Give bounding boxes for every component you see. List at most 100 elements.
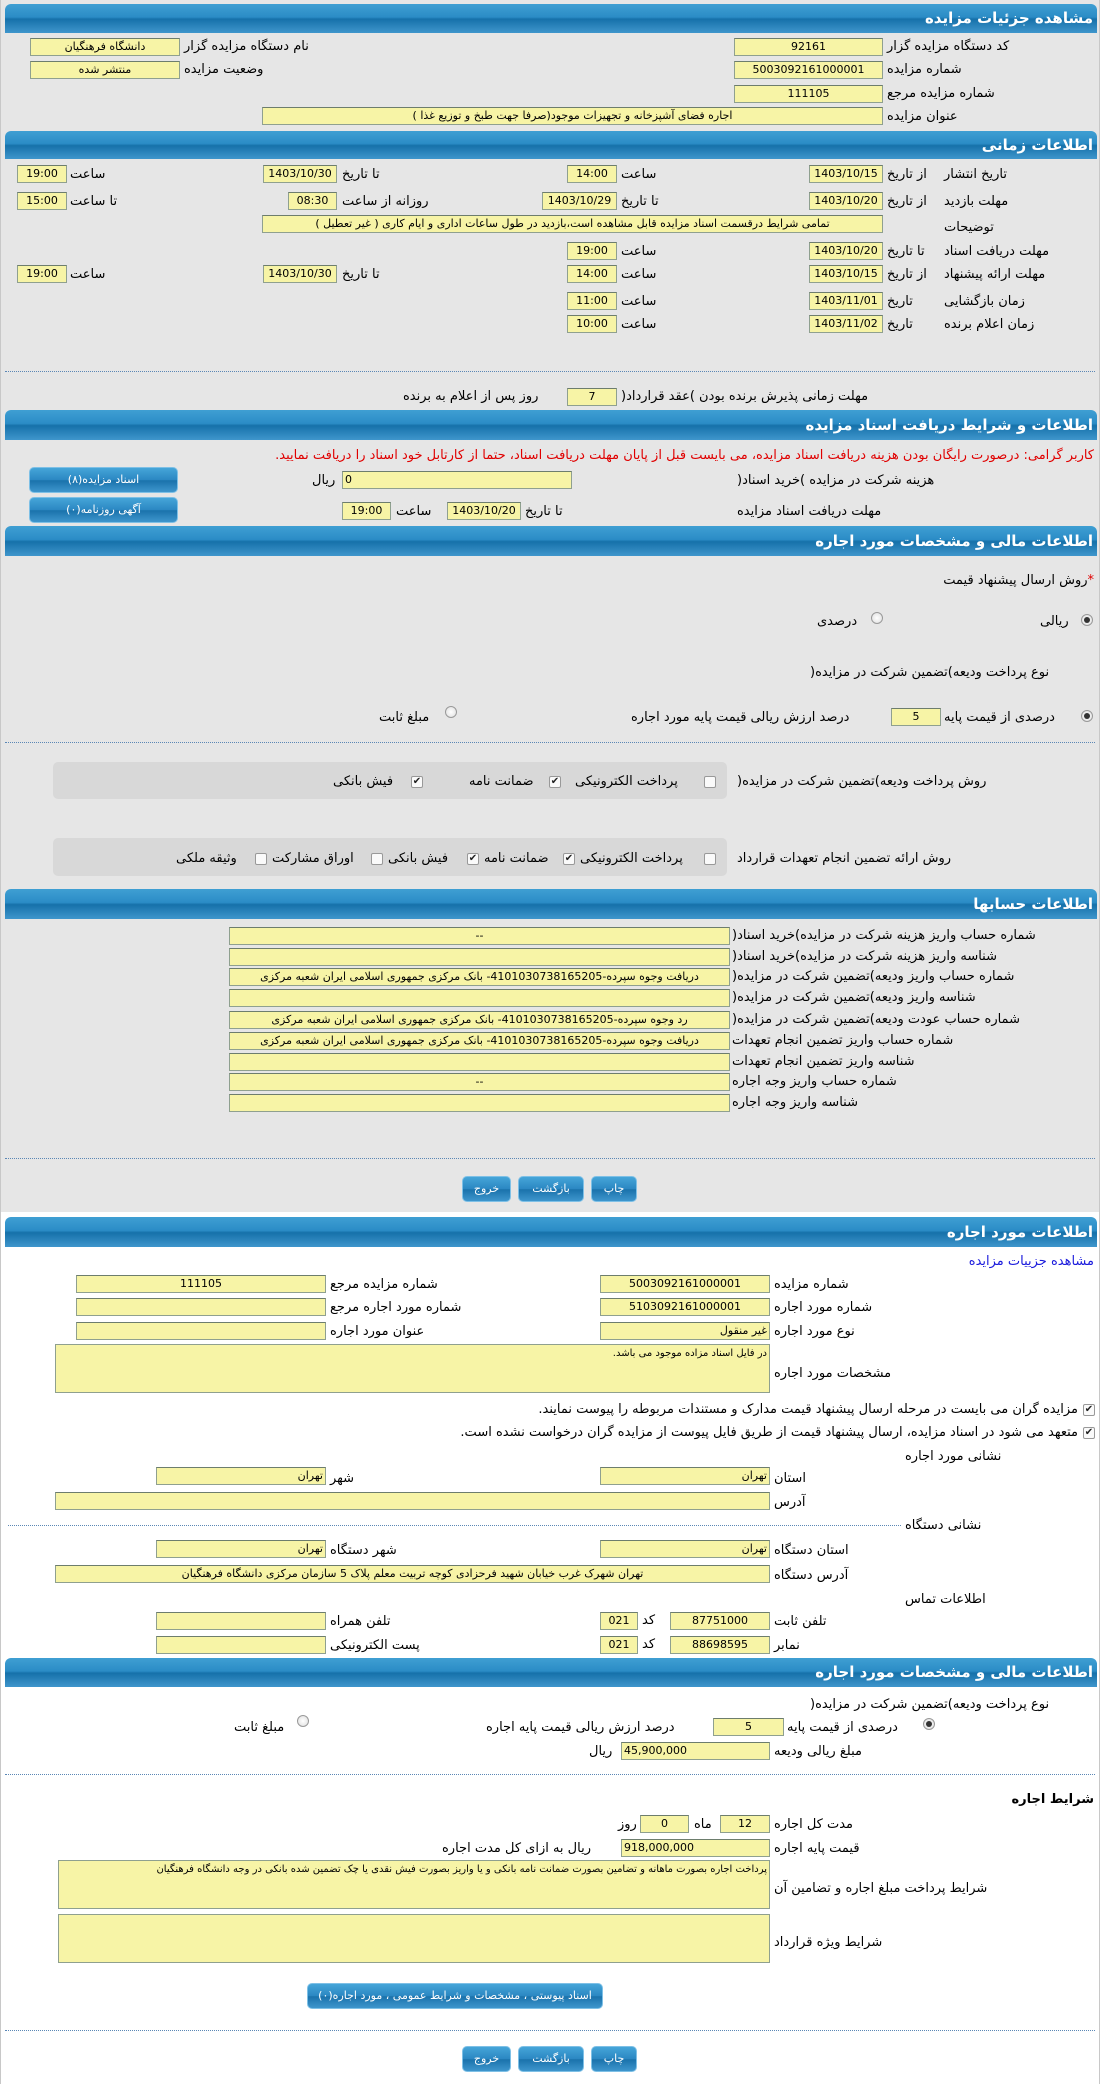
subject-label: عنوان مزایده <box>887 109 958 124</box>
exit-button[interactable]: خروج <box>462 1176 511 1202</box>
account-label: شماره حساب واریز هزینه شرکت در مزایده)خر… <box>732 928 1036 943</box>
description-label: توضیحات <box>944 220 994 235</box>
exit-button[interactable]: خروج <box>462 2046 511 2072</box>
radio-rial[interactable] <box>1081 614 1093 626</box>
checkbox-commitment-label: متعهد می شود در اسناد مزایده، ارسال پیشن… <box>460 1425 1078 1440</box>
to-date-label: تا تاریخ <box>525 504 563 519</box>
deposit-type-label: نوع پرداخت ودیعه)تضمین شرکت در مزایده( <box>810 665 1050 680</box>
divider <box>5 1158 1095 1159</box>
ref-number-field: 111105 <box>734 85 883 103</box>
lease-item-number: 5103092161000001 <box>600 1298 770 1316</box>
lease-spec-label: مشخصات مورد اجاره <box>774 1366 892 1381</box>
publish-to-time: 19:00 <box>17 165 67 183</box>
checkbox-guarantee-letter[interactable]: ✔ <box>563 853 575 865</box>
checkbox-property-collateral[interactable] <box>255 853 267 865</box>
org-name-field: دانشگاه فرهنگیان <box>30 38 180 56</box>
checkbox-bank-receipt[interactable]: ✔ <box>411 776 423 788</box>
checkbox-guarantee-letter[interactable]: ✔ <box>549 776 561 788</box>
fax-code-field: 021 <box>600 1636 638 1654</box>
back-button[interactable]: بازگشت <box>518 2046 584 2072</box>
lease-item-ref-label: شماره مورد اجاره مرجع <box>330 1300 462 1315</box>
checkbox-bonds[interactable] <box>371 853 383 865</box>
date-label: تاریخ <box>887 294 913 309</box>
print-button[interactable]: چاپ <box>591 1176 637 1202</box>
lease-item-title-label: عنوان مورد اجاره <box>330 1324 425 1339</box>
lease-auction-number-label: شماره مزایده <box>774 1277 849 1292</box>
radio-fixed-amount[interactable] <box>445 706 457 718</box>
account-label: شناسه واریز وجه اجاره <box>732 1095 858 1110</box>
docs-time: 19:00 <box>567 242 617 260</box>
docs-to-date: 1403/10/20 <box>809 242 883 260</box>
print-button[interactable]: چاپ <box>591 2046 637 2072</box>
visit-label: مهلت بازدید <box>944 194 1009 209</box>
publish-from-time: 14:00 <box>567 165 617 183</box>
section-header-financial: اطلاعات مالی و مشخصات مورد اجاره <box>5 526 1097 556</box>
org-address-title: نشانی دستگاه <box>905 1518 982 1533</box>
divider <box>5 742 1095 743</box>
visit-daily-from: 08:30 <box>288 192 337 210</box>
auction-documents-button[interactable]: اسناد مزایده(۸) <box>29 467 178 493</box>
radio-percent-of-base[interactable] <box>923 1718 935 1730</box>
checkbox-electronic[interactable] <box>704 853 716 865</box>
divider <box>5 1774 1095 1775</box>
fee-field: 0 <box>342 471 572 489</box>
offer-from-time: 14:00 <box>567 265 617 283</box>
checkbox-electronic[interactable] <box>704 776 716 788</box>
time-label: ساعت <box>621 317 657 332</box>
radio-percent-of-base[interactable] <box>1081 710 1093 722</box>
checkbox-commitment[interactable]: ✔ <box>1083 1427 1095 1439</box>
radio-percent[interactable] <box>871 612 883 624</box>
address-label: آدرس <box>774 1495 806 1510</box>
currency-label: ریال <box>589 1744 613 1759</box>
percent-of-base-label: درصدی از قیمت پایه <box>944 710 1055 725</box>
org-name-label: نام دستگاه مزایده گزار <box>184 39 309 54</box>
radio-fixed-amount[interactable] <box>297 1715 309 1727</box>
opening-date: 1403/11/01 <box>809 292 883 310</box>
status-field: منتشر شده <box>30 61 180 79</box>
offer-to-date: 1403/10/30 <box>263 265 337 283</box>
offer-to-time: 19:00 <box>17 265 67 283</box>
checkbox-label: اوراق مشارکت <box>272 851 354 866</box>
phone-label: تلفن ثابت <box>774 1614 827 1629</box>
lease-type: غیر منقول <box>600 1322 770 1340</box>
org-address-field: تهران شهرک غرب خیابان شهید فرحزادی کوچه … <box>55 1565 770 1583</box>
account-field: دریافت وجوه سپرده-4101030738165205- بانک… <box>229 968 730 986</box>
org-city-field: تهران <box>156 1540 326 1558</box>
required-mark: * <box>1087 573 1095 588</box>
from-date-label: از تاریخ <box>887 267 927 282</box>
mobile-label: تلفن همراه <box>330 1614 391 1629</box>
province-label: استان <box>774 1471 806 1486</box>
account-label: شماره حساب واریز ودیعه)تضمین شرکت در مزا… <box>732 969 1015 984</box>
checkbox-attach-docs[interactable]: ✔ <box>1083 1404 1095 1416</box>
publish-to-date: 1403/10/30 <box>263 165 337 183</box>
account-label: شناسه واریز ودیعه)تضمین شرکت در مزایده( <box>732 990 976 1005</box>
time-label: ساعت <box>621 244 657 259</box>
auction-number-label: شماره مزایده <box>887 62 962 77</box>
auction-details-link[interactable]: مشاهده جزییات مزایده <box>968 1254 1094 1269</box>
account-field: -- <box>229 927 730 945</box>
days-field: 0 <box>640 1815 689 1833</box>
lease-item-number-label: شماره مورد اجاره <box>774 1300 873 1315</box>
city-label: شهر <box>330 1471 355 1486</box>
publish-from-date: 1403/10/15 <box>809 165 883 183</box>
docs-deadline-label: مهلت دریافت اسناد <box>944 244 1050 259</box>
visit-daily-to: 15:00 <box>17 192 67 210</box>
lease-item-title <box>76 1322 326 1340</box>
payment-terms-label: شرایط پرداخت مبلغ اجاره و تضامین آن <box>774 1881 988 1896</box>
subject-field: اجاره فضای آشپزخانه و تجهیزات موجود(صرفا… <box>262 107 883 125</box>
time-label: ساعت <box>621 167 657 182</box>
account-field: -- <box>229 1073 730 1091</box>
deposit-type-label: نوع پرداخت ودیعه)تضمین شرکت در مزایده( <box>810 1697 1050 1712</box>
time-label: ساعت <box>70 267 106 282</box>
checkbox-bank-receipt-label: فیش بانکی <box>333 774 394 789</box>
attachments-button[interactable]: اسناد پیوستی ، مشخصات و شرایط عمومی ، مو… <box>307 1983 603 2009</box>
time-label: ساعت <box>621 267 657 282</box>
docs-deadline-date: 1403/10/20 <box>447 502 521 520</box>
publish-label: تاریخ انتشار <box>944 167 1007 182</box>
section-header-auction-details: مشاهده جزئیات مزایده <box>5 4 1097 33</box>
back-button[interactable]: بازگشت <box>518 1176 584 1202</box>
deposit-amount-label: مبلغ ریالی ودیعه <box>774 1744 862 1759</box>
percent-suffix: درصد ارزش ریالی قیمت پایه اجاره <box>486 1720 675 1735</box>
newspaper-ad-button[interactable]: آگهی روزنامه(۰) <box>29 497 178 523</box>
checkbox-bank-receipt[interactable]: ✔ <box>467 853 479 865</box>
